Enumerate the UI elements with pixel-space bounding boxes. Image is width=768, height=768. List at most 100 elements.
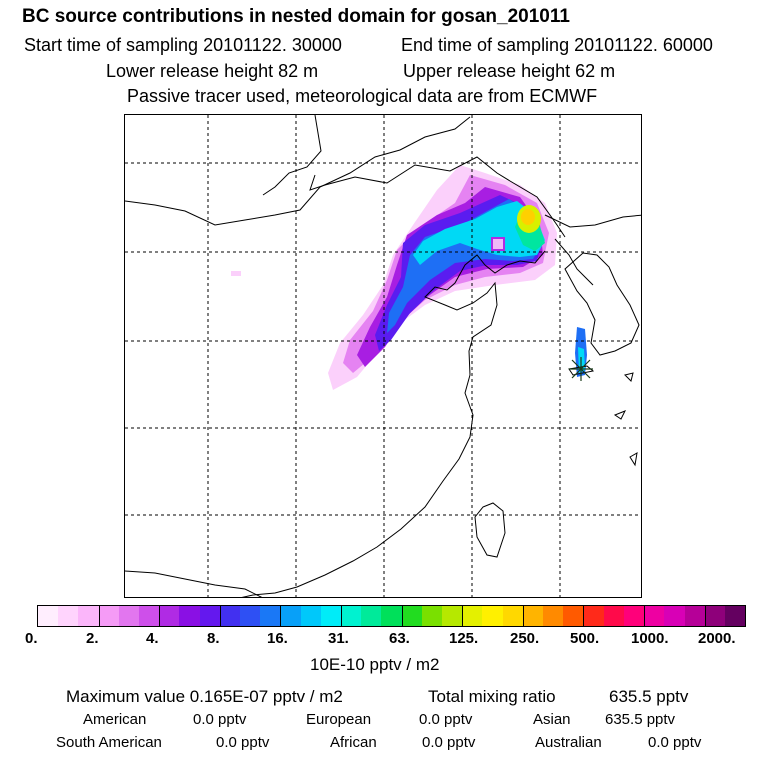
- region-name: African: [330, 734, 377, 751]
- colorbar-segment: [300, 606, 321, 626]
- colorbar-segment: [179, 606, 200, 626]
- inner-border: [262, 115, 322, 196]
- colorbar-segment: [159, 606, 180, 626]
- upper-release-height: Upper release height 62 m: [403, 61, 616, 81]
- colorbar-segment: [421, 606, 443, 626]
- colorbar-divider: [98, 606, 100, 626]
- colorbar-segment: [118, 606, 140, 626]
- colorbar-divider: [644, 606, 645, 626]
- colorbar-divider: [522, 606, 524, 626]
- colorbar-divider: [341, 606, 342, 626]
- colorbar-segment: [401, 606, 422, 626]
- region-value: 0.0 pptv: [193, 711, 247, 728]
- plume-spot: [491, 237, 505, 251]
- taiwan: [474, 502, 506, 558]
- korea-peninsula: [564, 252, 640, 356]
- colorbar-segment: [522, 606, 544, 626]
- japan-islands: [613, 372, 638, 467]
- colorbar-segment: [603, 606, 624, 626]
- receptor-star-icon: [569, 357, 593, 381]
- colorbar-segment: [684, 606, 705, 626]
- region-name: American: [83, 711, 147, 728]
- lower-release-height: Lower release height 82 m: [106, 61, 319, 81]
- colorbar-segment: [38, 606, 59, 626]
- colorbar-tick-label: 0.: [25, 630, 38, 647]
- region-value: 0.0 pptv: [216, 734, 270, 751]
- colorbar-segment: [482, 606, 503, 626]
- region-name: Australian: [535, 734, 602, 751]
- colorbar-tick-label: 250.: [510, 630, 540, 647]
- colorbar-divider: [583, 606, 585, 626]
- colorbar-units: 10E-10 pptv / m2: [310, 655, 440, 674]
- colorbar-segment: [563, 606, 584, 626]
- region-value: 635.5 pptv: [605, 711, 676, 728]
- colorbar-segment: [724, 606, 746, 626]
- colorbar-segment: [58, 606, 79, 626]
- plume-peak-core: [521, 209, 535, 225]
- colorbar-tick-label: 125.: [449, 630, 479, 647]
- colorbar-tick-label: 16.: [267, 630, 288, 647]
- colorbar-segment: [583, 606, 604, 626]
- colorbar-divider: [159, 606, 161, 626]
- colorbar: [37, 605, 746, 627]
- colorbar-segment: [219, 606, 241, 626]
- south-coast: [125, 570, 263, 597]
- colorbar-segment: [462, 606, 483, 626]
- region-name: European: [306, 711, 372, 728]
- colorbar-tick-label: 4.: [146, 630, 159, 647]
- colorbar-segment: [623, 606, 645, 626]
- end-time-label: End time of sampling 20101122. 60000: [401, 35, 713, 55]
- colorbar-segment: [502, 606, 523, 626]
- tracer-note: Passive tracer used, meteorological data…: [127, 86, 598, 106]
- max-value: Maximum value 0.165E-07 pptv / m2: [66, 687, 343, 706]
- colorbar-tick-label: 2000.: [698, 630, 736, 647]
- colorbar-segment: [78, 606, 99, 626]
- plume-field: [231, 165, 587, 390]
- coastlines: [125, 115, 641, 597]
- colorbar-segment: [280, 606, 301, 626]
- colorbar-segment: [199, 606, 220, 626]
- colorbar-tick-label: 63.: [389, 630, 410, 647]
- colorbar-divider: [401, 606, 403, 626]
- colorbar-divider: [219, 606, 221, 626]
- colorbar-divider: [280, 606, 282, 626]
- plume-cyan: [413, 201, 545, 265]
- colorbar-tick-label: 8.: [207, 630, 220, 647]
- colorbar-divider: [704, 606, 706, 626]
- colorbar-segment: [139, 606, 160, 626]
- region-name: South American: [56, 734, 162, 751]
- colorbar-segment: [260, 606, 281, 626]
- colorbar-divider: [462, 606, 464, 626]
- colorbar-segment: [98, 606, 119, 626]
- colorbar-tick-label: 2.: [86, 630, 99, 647]
- total-mixing-value: 635.5 pptv: [609, 687, 689, 706]
- colorbar-segment: [240, 606, 261, 626]
- plot-title: BC source contributions in nested domain…: [22, 6, 570, 27]
- colorbar-segment: [543, 606, 564, 626]
- colorbar-segment: [644, 606, 665, 626]
- border-russia-ne: [544, 214, 641, 228]
- colorbar-segment: [704, 606, 725, 626]
- border-north-east: [309, 156, 566, 238]
- colorbar-segment: [664, 606, 685, 626]
- coast-bohai: [241, 250, 546, 597]
- border-korea-north: [554, 238, 594, 286]
- colorbar-segment: [341, 606, 362, 626]
- colorbar-segment: [442, 606, 463, 626]
- graticule: [125, 115, 641, 597]
- region-name: Asian: [533, 711, 571, 728]
- colorbar-segment: [381, 606, 402, 626]
- map-panel: [124, 114, 642, 598]
- colorbar-segment: [361, 606, 382, 626]
- colorbar-tick-label: 500.: [570, 630, 600, 647]
- region-value: 0.0 pptv: [419, 711, 473, 728]
- region-value: 0.0 pptv: [648, 734, 702, 751]
- border-mongolia-china: [125, 116, 471, 226]
- colorbar-tick-label: 1000.: [631, 630, 669, 647]
- plume-speck: [231, 271, 241, 276]
- colorbar-segment: [320, 606, 342, 626]
- colorbar-tick-label: 31.: [328, 630, 349, 647]
- map-canvas: [125, 115, 641, 597]
- region-value: 0.0 pptv: [422, 734, 476, 751]
- start-time-label: Start time of sampling 20101122. 30000: [24, 35, 342, 55]
